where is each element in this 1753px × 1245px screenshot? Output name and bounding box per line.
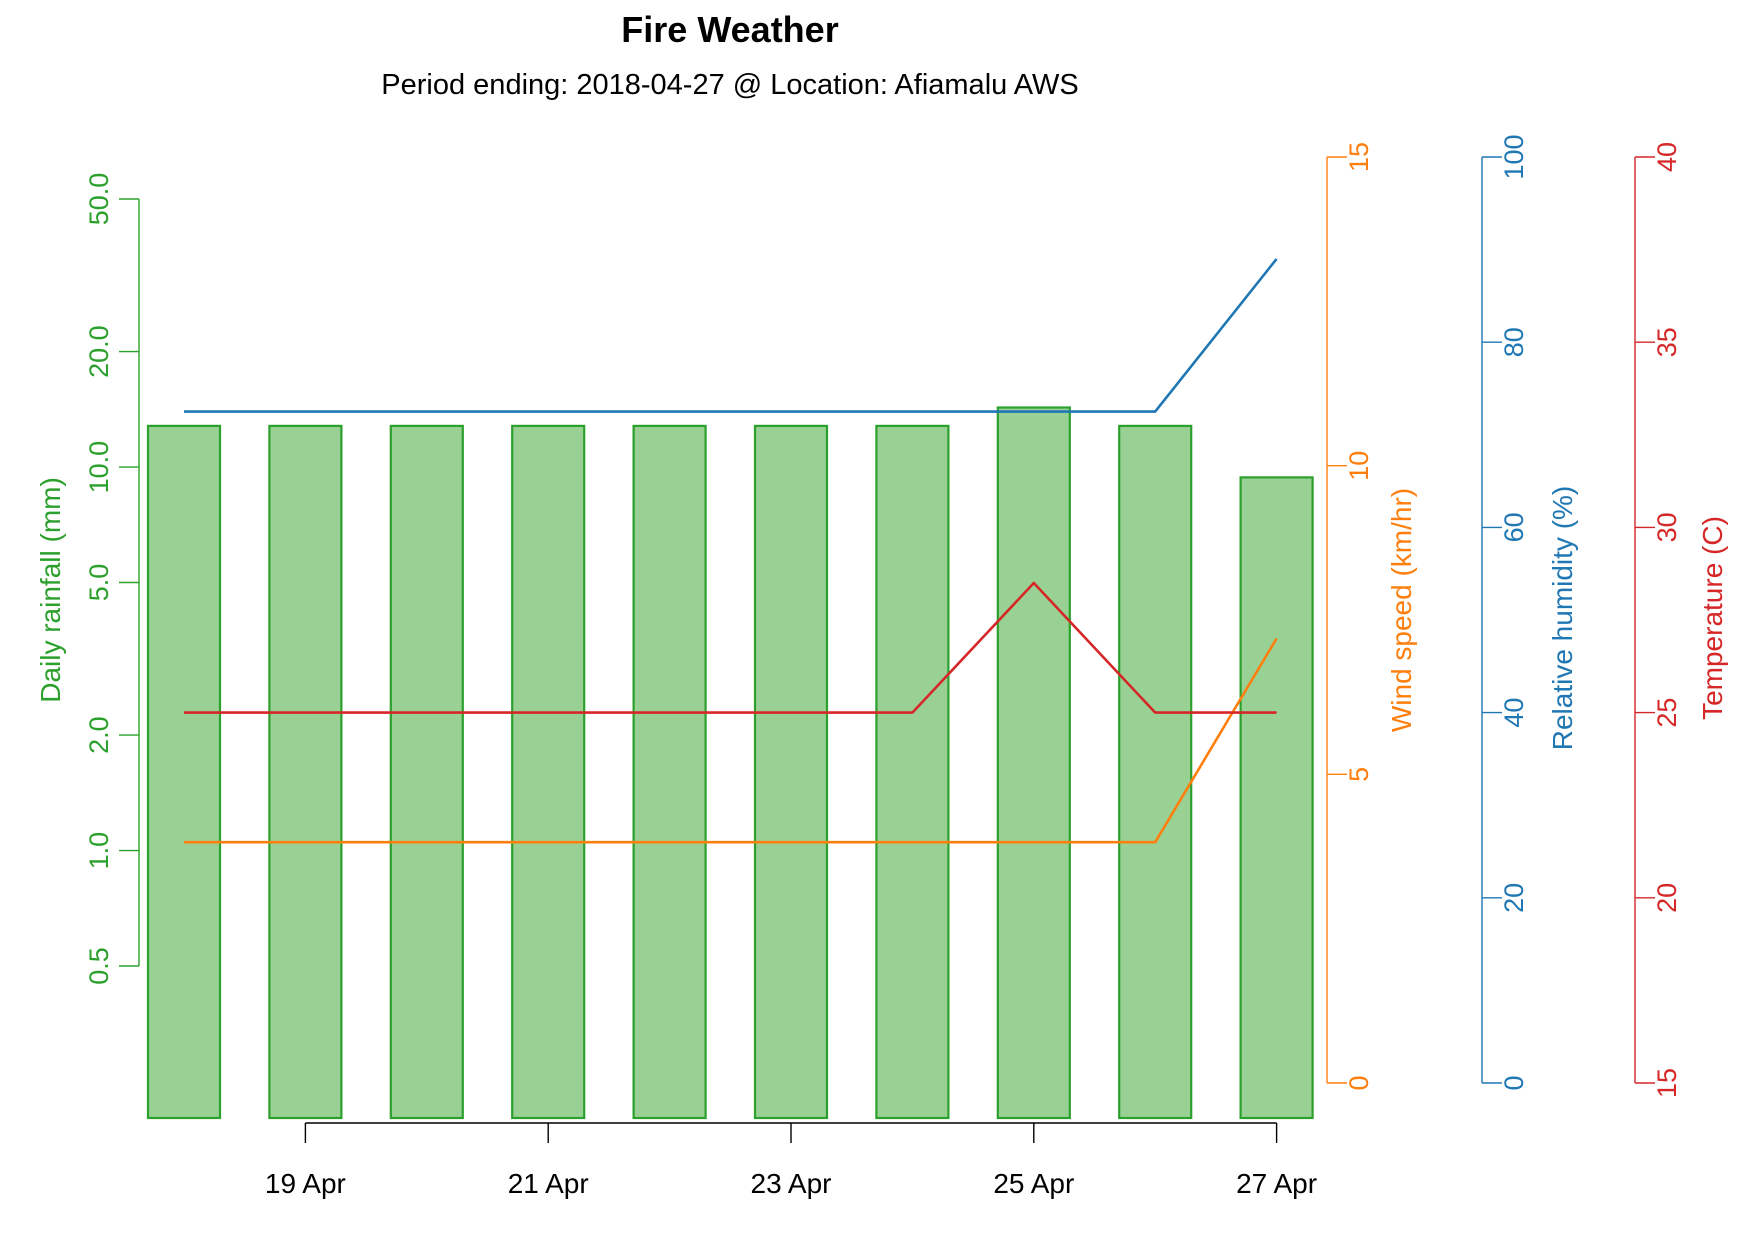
x-tick-label-5: 27 Apr bbox=[1236, 1168, 1317, 1199]
rainfall-bar-1 bbox=[146, 424, 222, 1120]
humidity-tick-label-60: 60 bbox=[1499, 512, 1529, 542]
rainfall-tick-label-50.0: 50.0 bbox=[84, 173, 114, 226]
humidity-series-line bbox=[184, 258, 1278, 413]
wind-tick-label-10: 10 bbox=[1344, 451, 1374, 481]
humidity-tick-label-100: 100 bbox=[1499, 134, 1529, 179]
temperature-tick-label-40: 40 bbox=[1652, 142, 1682, 172]
wind-tick-label-15: 15 bbox=[1344, 142, 1374, 172]
rainfall-bar-5 bbox=[632, 424, 707, 1120]
rainfall-bar-4 bbox=[511, 424, 586, 1120]
chart-title: Fire Weather bbox=[621, 9, 838, 50]
temperature-tick-label-25: 25 bbox=[1652, 698, 1682, 728]
rainfall-tick-label-2.0: 2.0 bbox=[84, 716, 114, 754]
rainfall-bar-8 bbox=[996, 406, 1071, 1120]
humidity-axis-title: Relative humidity (%) bbox=[1547, 486, 1578, 751]
x-tick-label-1: 19 Apr bbox=[265, 1168, 346, 1199]
x-tick-label-2: 21 Apr bbox=[508, 1168, 589, 1199]
rainfall-tick-label-10.0: 10.0 bbox=[84, 441, 114, 494]
temperature-axis-title: Temperature (C) bbox=[1697, 516, 1728, 720]
rainfall-bar-9 bbox=[1118, 424, 1193, 1120]
temperature-tick-label-30: 30 bbox=[1652, 512, 1682, 542]
rainfall-tick-label-5.0: 5.0 bbox=[84, 564, 114, 602]
rainfall-tick-label-20.0: 20.0 bbox=[84, 325, 114, 378]
rainfall-bar-6 bbox=[753, 424, 829, 1120]
humidity-tick-label-20: 20 bbox=[1499, 883, 1529, 913]
rainfall-bar-10 bbox=[1239, 476, 1314, 1120]
chart-subtitle: Period ending: 2018-04-27 @ Location: Af… bbox=[381, 69, 1078, 101]
temperature-tick-label-20: 20 bbox=[1652, 883, 1682, 913]
rainfall-tick-label-0.5: 0.5 bbox=[84, 947, 114, 985]
wind-tick-label-5: 5 bbox=[1344, 767, 1374, 782]
rainfall-axis-title: Daily rainfall (mm) bbox=[35, 477, 66, 703]
x-tick-label-4: 25 Apr bbox=[993, 1168, 1074, 1199]
humidity-tick-label-80: 80 bbox=[1499, 327, 1529, 357]
wind-axis-title: Wind speed (km/hr) bbox=[1386, 488, 1417, 732]
rainfall-bar-2 bbox=[268, 424, 343, 1120]
rainfall-tick-label-1.0: 1.0 bbox=[84, 832, 114, 870]
x-tick-label-3: 23 Apr bbox=[751, 1168, 832, 1199]
temperature-tick-label-15: 15 bbox=[1652, 1068, 1682, 1098]
rainfall-bar-7 bbox=[875, 424, 950, 1120]
wind-tick-label-0: 0 bbox=[1344, 1075, 1374, 1090]
temperature-tick-label-35: 35 bbox=[1652, 327, 1682, 357]
rainfall-bar-3 bbox=[389, 424, 464, 1120]
humidity-tick-label-40: 40 bbox=[1499, 698, 1529, 728]
wind-series-line bbox=[184, 637, 1278, 844]
humidity-tick-label-0: 0 bbox=[1499, 1075, 1529, 1090]
temperature-series-line bbox=[184, 581, 1277, 714]
